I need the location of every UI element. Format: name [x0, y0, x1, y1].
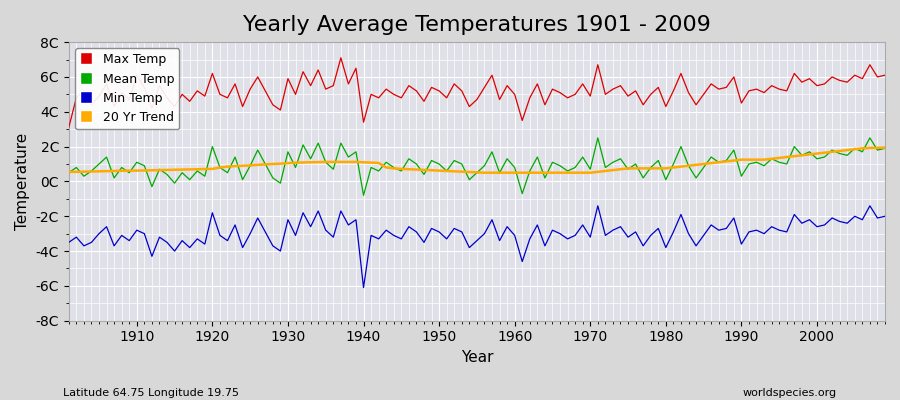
- Title: Yearly Average Temperatures 1901 - 2009: Yearly Average Temperatures 1901 - 2009: [243, 15, 711, 35]
- Text: Latitude 64.75 Longitude 19.75: Latitude 64.75 Longitude 19.75: [63, 388, 239, 398]
- Legend: Max Temp, Mean Temp, Min Temp, 20 Yr Trend: Max Temp, Mean Temp, Min Temp, 20 Yr Tre…: [75, 48, 179, 129]
- X-axis label: Year: Year: [461, 350, 493, 365]
- Text: worldspecies.org: worldspecies.org: [742, 388, 837, 398]
- Y-axis label: Temperature: Temperature: [15, 133, 30, 230]
